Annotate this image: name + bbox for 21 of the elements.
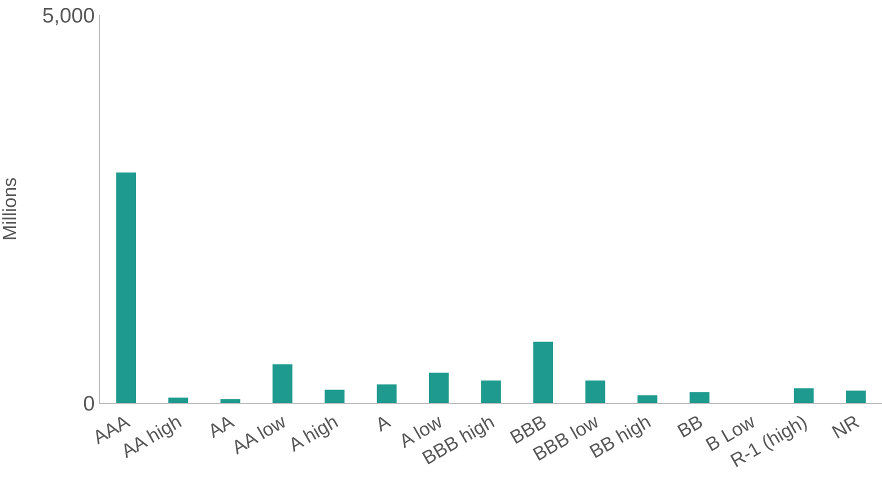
y-axis-title: Millions (0, 177, 21, 241)
x-tick-label: A (372, 412, 394, 436)
bar (220, 399, 240, 403)
x-tick-label: NR (828, 412, 864, 444)
bar (272, 364, 292, 403)
bar (794, 388, 814, 403)
bar (376, 384, 397, 403)
bar (324, 390, 345, 403)
bar (690, 392, 710, 403)
bar (116, 172, 136, 403)
bar (533, 342, 554, 403)
y-tick-label: 5,000 (42, 4, 95, 28)
y-tick-label: 0 (83, 392, 95, 416)
bar (428, 372, 449, 403)
bar (481, 380, 501, 403)
bar (168, 398, 188, 403)
bar (846, 390, 866, 403)
bar (637, 395, 658, 403)
x-tick-label: A high (286, 412, 342, 456)
x-tick-label: BB (674, 412, 707, 443)
bar (585, 380, 606, 403)
